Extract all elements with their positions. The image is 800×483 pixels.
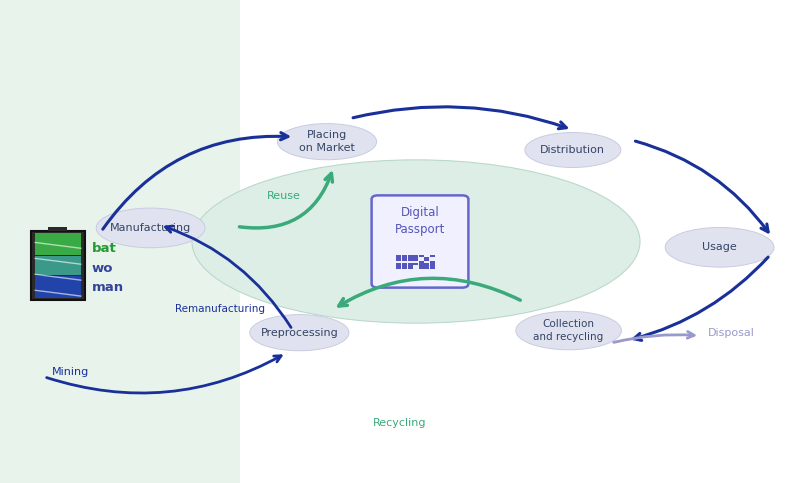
- Text: bat: bat: [92, 242, 117, 255]
- Text: Digital
Passport: Digital Passport: [395, 206, 445, 236]
- Bar: [419, 255, 424, 256]
- Bar: [397, 265, 402, 267]
- Ellipse shape: [516, 311, 622, 350]
- Bar: [413, 259, 418, 261]
- Bar: [424, 257, 430, 259]
- Bar: [35, 233, 81, 255]
- Bar: [407, 263, 413, 265]
- Ellipse shape: [525, 132, 621, 168]
- Bar: [402, 263, 407, 265]
- Bar: [424, 263, 430, 265]
- Bar: [407, 267, 413, 269]
- Bar: [413, 263, 418, 265]
- Text: man: man: [92, 281, 124, 294]
- Bar: [402, 267, 407, 269]
- Ellipse shape: [665, 227, 774, 267]
- Bar: [402, 257, 407, 259]
- Text: Recycling: Recycling: [374, 418, 426, 427]
- Bar: [419, 261, 424, 263]
- Bar: [407, 259, 413, 261]
- Bar: [424, 265, 430, 267]
- Ellipse shape: [278, 124, 377, 160]
- Text: wo: wo: [92, 262, 114, 274]
- Bar: [419, 263, 424, 265]
- Bar: [430, 255, 435, 256]
- Text: Remanufacturing: Remanufacturing: [175, 304, 265, 314]
- Text: Collection
and recycling: Collection and recycling: [534, 319, 604, 342]
- Bar: [35, 276, 81, 298]
- Text: Placing
on Market: Placing on Market: [299, 130, 355, 153]
- Bar: [402, 259, 407, 261]
- Bar: [430, 265, 435, 267]
- Text: Preprocessing: Preprocessing: [261, 327, 338, 338]
- Text: Manufacturing: Manufacturing: [110, 223, 191, 233]
- Bar: [48, 227, 67, 231]
- Bar: [407, 257, 413, 259]
- Bar: [397, 257, 402, 259]
- Bar: [397, 255, 402, 256]
- Text: Reuse: Reuse: [267, 191, 301, 200]
- Text: Distribution: Distribution: [540, 145, 606, 155]
- Ellipse shape: [192, 160, 640, 323]
- Bar: [430, 263, 435, 265]
- Bar: [413, 257, 418, 259]
- FancyBboxPatch shape: [371, 196, 469, 288]
- Ellipse shape: [250, 314, 349, 351]
- Ellipse shape: [96, 208, 205, 248]
- Bar: [402, 265, 407, 267]
- Bar: [407, 265, 413, 267]
- Text: Usage: Usage: [702, 242, 737, 252]
- Bar: [413, 255, 418, 256]
- Bar: [397, 267, 402, 269]
- Bar: [35, 256, 81, 274]
- Bar: [430, 267, 435, 269]
- Bar: [419, 265, 424, 267]
- Bar: [402, 255, 407, 256]
- Bar: [424, 267, 430, 269]
- Bar: [397, 263, 402, 265]
- Bar: [407, 255, 413, 256]
- Bar: [419, 267, 424, 269]
- Text: Mining: Mining: [52, 367, 90, 377]
- Bar: [424, 259, 430, 261]
- Bar: [397, 259, 402, 261]
- FancyBboxPatch shape: [31, 231, 85, 300]
- Text: Disposal: Disposal: [708, 328, 755, 338]
- Bar: [430, 261, 435, 263]
- Bar: [0, 0, 240, 483]
